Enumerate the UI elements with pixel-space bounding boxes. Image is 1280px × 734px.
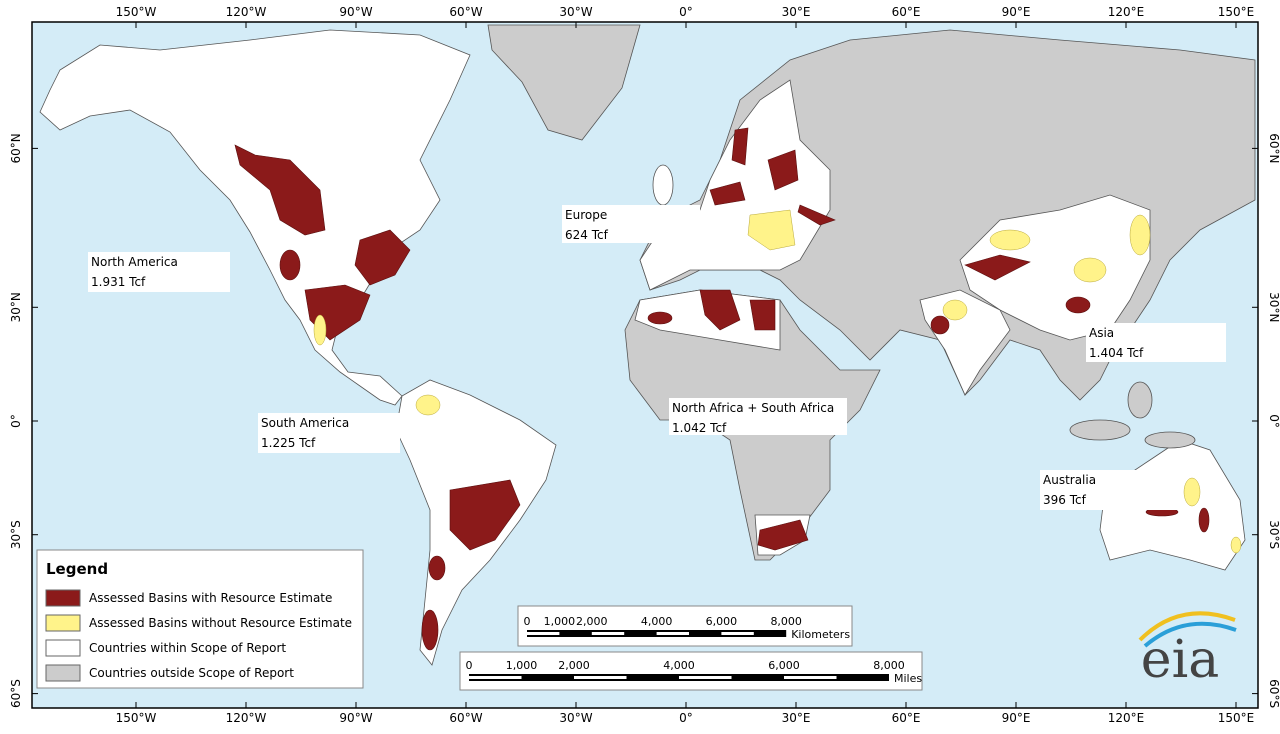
lon-label: 0° — [679, 711, 693, 725]
lon-label: 30°E — [782, 5, 811, 19]
region-name: Australia — [1043, 473, 1096, 487]
lat-label: 30°N — [1267, 292, 1280, 322]
scale-label: 6,000 — [706, 615, 738, 628]
basins — [234, 127, 1242, 651]
lon-label: 120°W — [226, 711, 267, 725]
lon-label: 120°E — [1108, 5, 1145, 19]
region-box — [258, 413, 400, 453]
legend-label: Countries outside Scope of Report — [89, 666, 294, 680]
lon-label: 60°E — [892, 5, 921, 19]
scale-segment — [527, 632, 560, 635]
region-estimate: 1.404 Tcf — [1089, 346, 1144, 360]
lat-label: 0° — [1267, 414, 1280, 428]
scale-segment — [574, 676, 627, 679]
lat-label: 60°S — [9, 679, 23, 708]
lon-label: 60°E — [892, 711, 921, 725]
scale-box — [517, 605, 853, 647]
scale-segment — [721, 632, 754, 635]
scale-segment — [591, 632, 625, 635]
legend: Legend Assessed Basins with Resource Est… — [36, 549, 364, 689]
scale-label: 2,000 — [558, 659, 590, 672]
lon-label: 120°W — [226, 5, 267, 19]
region-labels: North America 1.931 Tcf Europe 624 Tcf Asia 1… — [88, 205, 1226, 510]
legend-swatch — [45, 589, 81, 607]
region-box — [88, 252, 230, 292]
region-estimate: 1.931 Tcf — [91, 275, 146, 289]
lon-label: 60°W — [449, 711, 482, 725]
lat-label: 60°N — [9, 133, 23, 163]
region-box — [1040, 470, 1180, 510]
scale-segment — [469, 676, 522, 679]
scale-label: 6,000 — [768, 659, 800, 672]
lon-label: 150°E — [1218, 711, 1255, 725]
scale-label: 1,000 — [506, 659, 538, 672]
scale-label: 8,000 — [873, 659, 905, 672]
lat-label: 30°N — [9, 292, 23, 322]
region-box — [562, 205, 700, 243]
scale-label: 1,000 — [544, 615, 576, 628]
scale-label: 0 — [466, 659, 473, 672]
legend-swatch — [45, 664, 81, 682]
region-estimate: 1.042 Tcf — [672, 421, 727, 435]
lon-label: 90°W — [339, 711, 372, 725]
scale-label: 4,000 — [663, 659, 695, 672]
lon-label: 150°W — [116, 711, 157, 725]
legend-label: Assessed Basins without Resource Estimat… — [89, 616, 352, 630]
scale-segment — [656, 632, 689, 635]
scale-segment — [679, 676, 732, 679]
region-estimate: 624 Tcf — [565, 228, 609, 242]
lat-label: 30°S — [1267, 520, 1280, 549]
lon-label: 120°E — [1108, 711, 1145, 725]
legend-swatch — [45, 639, 81, 657]
scale-label: 2,000 — [576, 615, 608, 628]
lon-label: 90°E — [1002, 711, 1031, 725]
legend-label: Assessed Basins with Resource Estimate — [89, 591, 332, 605]
legend-title: Legend — [46, 560, 108, 578]
scale-unit: Kilometers — [791, 628, 850, 641]
lat-label: 0° — [9, 414, 23, 428]
region-name: Europe — [565, 208, 607, 222]
lat-label: 60°N — [1267, 133, 1280, 163]
legend-swatch — [45, 614, 81, 632]
lon-label: 30°W — [559, 5, 592, 19]
region-box — [669, 398, 847, 435]
scale-label: 8,000 — [770, 615, 802, 628]
lon-label: 150°W — [116, 5, 157, 19]
scale-box — [459, 651, 923, 691]
scale-segment — [784, 676, 837, 679]
lat-label: 60°S — [1267, 679, 1280, 708]
region-estimate: 1.225 Tcf — [261, 436, 316, 450]
legend-items: Assessed Basins with Resource Estimate As… — [45, 589, 352, 682]
region-name: South America — [261, 416, 349, 430]
lon-label: 90°E — [1002, 5, 1031, 19]
lon-label: 60°W — [449, 5, 482, 19]
logo-swoosh — [1138, 611, 1236, 642]
region-box — [1086, 323, 1226, 362]
lon-label: 0° — [679, 5, 693, 19]
legend-label: Countries within Scope of Report — [89, 641, 286, 655]
logo-swoosh — [1143, 621, 1237, 648]
lon-label: 30°W — [559, 711, 592, 725]
lon-label: 150°E — [1218, 5, 1255, 19]
lon-label: 30°E — [782, 711, 811, 725]
graticule-labels: 150°W 150°W 120°W 120°W 90°W 90°W 60°W 60°W 30°W… — [9, 5, 1280, 725]
region-name: Asia — [1089, 326, 1114, 340]
region-name: North America — [91, 255, 178, 269]
lat-label: 30°S — [9, 520, 23, 549]
legend-box — [36, 549, 364, 689]
scale-label: 4,000 — [641, 615, 673, 628]
lon-label: 90°W — [339, 5, 372, 19]
scale-unit: Miles — [894, 672, 922, 685]
region-name: North Africa + South Africa — [672, 401, 834, 415]
region-estimate: 396 Tcf — [1043, 493, 1087, 507]
scale-label: 0 — [524, 615, 531, 628]
